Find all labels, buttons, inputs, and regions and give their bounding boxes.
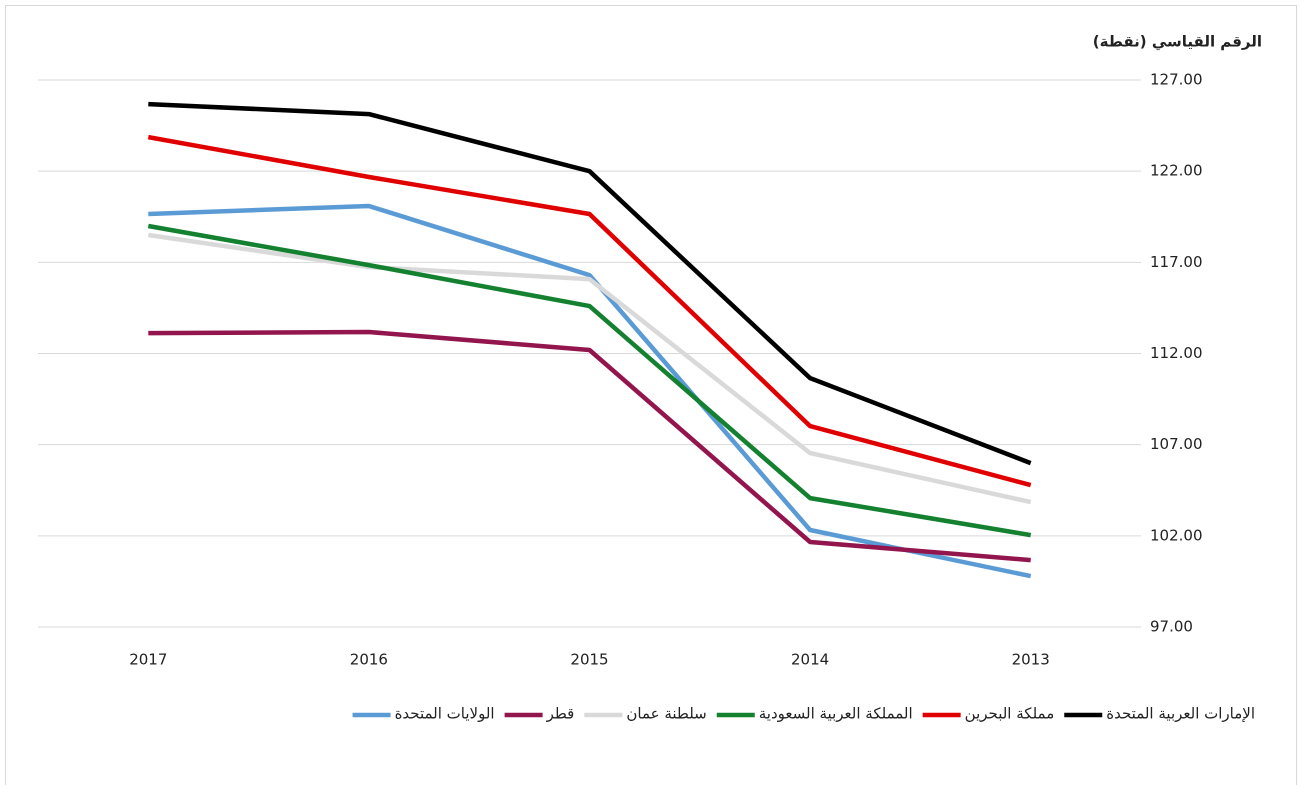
legend-label: مملكة البحرين [965, 705, 1055, 723]
y-tick-label: 122.00 [1150, 162, 1203, 180]
series-line [147, 223, 1032, 538]
y-tick-label: 102.00 [1150, 526, 1203, 544]
x-tick-label: 2013 [1012, 651, 1050, 669]
legend-label: المملكة العربية السعودية [759, 705, 913, 723]
x-tick-label: 2017 [129, 651, 167, 669]
legend-label: سلطنة عمان [626, 705, 706, 723]
y-tick-label: 112.00 [1150, 344, 1203, 362]
y-tick-label: 107.00 [1150, 435, 1203, 453]
y-tick-label: 117.00 [1150, 253, 1203, 271]
series-line [148, 203, 1032, 579]
y-axis-label: الرقم القياسي (نقطة) [1093, 33, 1262, 51]
x-tick-label: 2016 [350, 651, 388, 669]
chart-frame [5, 5, 1297, 785]
series-line [148, 101, 1032, 466]
y-tick-label: 97.00 [1150, 618, 1193, 636]
series-line [147, 232, 1032, 505]
series-line [147, 134, 1032, 488]
y-tick-label: 127.00 [1150, 71, 1203, 89]
legend-label: قطر [546, 705, 575, 723]
x-tick-label: 2015 [570, 651, 608, 669]
legend-label: الإمارات العربية المتحدة [1106, 705, 1255, 723]
series-line [148, 329, 1031, 563]
x-tick-label: 2014 [791, 651, 829, 669]
legend-label: الولايات المتحدة [395, 705, 495, 723]
